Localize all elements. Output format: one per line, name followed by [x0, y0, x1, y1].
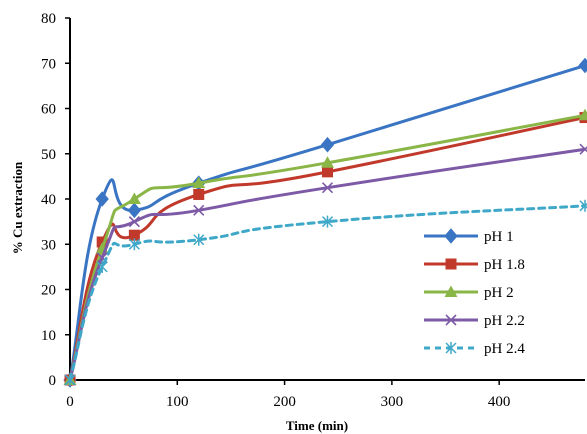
legend-label: pH 1 [484, 229, 514, 245]
data-point-ph-2-2 [128, 216, 140, 228]
series-line-ph-2-2 [68, 147, 587, 382]
data-point-ph-1-8 [322, 166, 333, 178]
data-point-ph-2-4 [193, 233, 205, 246]
legend-marker [444, 228, 458, 244]
data-point-ph-2-2 [579, 143, 587, 155]
data-point-ph-2 [192, 176, 206, 189]
legend-label: pH 2 [484, 285, 514, 301]
x-tick-label: 400 [488, 394, 511, 410]
x-tick-label: 0 [66, 394, 74, 410]
x-axis-title: Time (min) [286, 418, 348, 433]
marker-stroke [96, 252, 108, 264]
data-point-ph-1-8 [96, 236, 108, 248]
data-point-ph-2-4 [96, 260, 108, 273]
y-tick-label: 70 [41, 56, 56, 72]
data-point-ph-2-4 [64, 374, 76, 386]
legend-label: pH 2.4 [484, 341, 525, 357]
data-point-ph-1-8 [193, 188, 205, 200]
data-point-ph-2-4 [128, 238, 140, 251]
y-axis-title: % Cu extraction [10, 161, 25, 254]
y-tick-label: 50 [41, 147, 56, 163]
marker-stroke [321, 182, 334, 194]
y-tick-label: 0 [49, 373, 57, 389]
data-point-ph-2 [127, 192, 141, 204]
marker-stroke [128, 216, 140, 228]
series-layer [63, 57, 587, 388]
marker-stroke [579, 146, 587, 155]
y-tick-label: 80 [41, 11, 56, 27]
x-tick-label: 300 [381, 394, 404, 410]
x-tick-label: 200 [273, 394, 296, 410]
legend: pH 1 pH 1.8 pH 2 pH 2.2 pH 2.4 [424, 228, 525, 357]
y-tick-label: 40 [41, 192, 56, 208]
legend-marker [445, 342, 457, 354]
legend-item-ph-2: pH 2 [424, 285, 514, 301]
legend-marker [444, 285, 458, 297]
data-point-ph-2 [321, 156, 334, 168]
legend-item-ph-2-4: pH 2.4 [424, 341, 525, 357]
y-tick-label: 30 [41, 237, 56, 253]
data-point-ph-2-2 [321, 182, 334, 194]
legend-label: pH 2.2 [484, 313, 525, 329]
series-line-ph-1 [68, 64, 587, 382]
legend-item-ph-1-8: pH 1.8 [424, 257, 525, 273]
data-point-ph-2-4 [321, 215, 334, 228]
data-point-ph-1 [95, 191, 109, 207]
marker-stroke [445, 314, 457, 326]
data-point-ph-1 [127, 202, 142, 219]
legend-marker [445, 314, 457, 326]
legend-item-ph-1: pH 1 [424, 228, 514, 245]
data-point-ph-1 [578, 57, 587, 74]
data-point-ph-2-2 [193, 204, 205, 216]
legend-item-ph-2-2: pH 2.2 [424, 313, 525, 329]
x-tick-label: 100 [166, 394, 189, 410]
y-tick-label: 20 [41, 283, 56, 299]
data-point-ph-1-8 [128, 229, 140, 241]
series-line-ph-2-4 [68, 204, 587, 382]
y-tick-label: 10 [41, 328, 56, 344]
data-point-ph-1 [320, 136, 335, 153]
y-tick-label: 60 [41, 102, 56, 118]
data-point-ph-2-4 [579, 199, 587, 212]
legend-marker [445, 258, 457, 270]
tick-labels: 0 10 20 30 40 50 60 70 80 0 100 200 300 400 [41, 11, 510, 410]
data-point-ph-2 [578, 108, 587, 121]
legend-label: pH 1.8 [484, 257, 525, 273]
marker-stroke [193, 204, 205, 216]
